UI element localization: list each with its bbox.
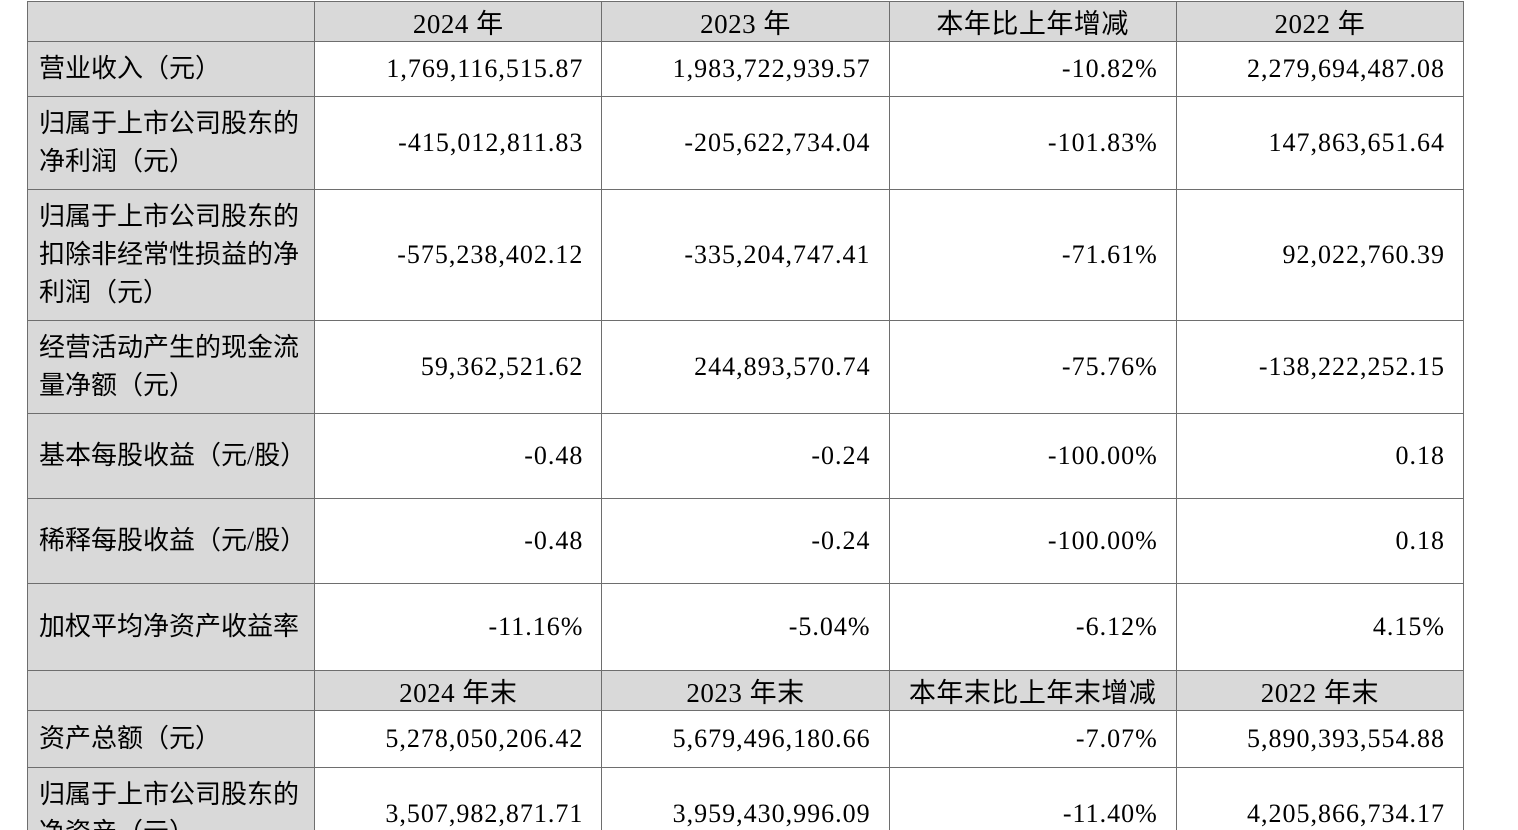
row-label-cell: 稀释每股收益（元/股）: [26, 498, 316, 584]
value-cell-2024: 1,769,116,515.87: [314, 41, 603, 97]
value-cell-2023: 3,959,430,996.09: [601, 767, 890, 830]
value-cell-2023: 244,893,570.74: [601, 320, 890, 414]
column-header-yoy-change: 本年比上年增减: [888, 1, 1177, 42]
value-cell-2022: 147,863,651.64: [1175, 96, 1465, 190]
financial-summary-table: 2024 年 2023 年 本年比上年增减 2022 年 营业收入（元） 1,7…: [26, 1, 1465, 830]
value-cell-change: -10.82%: [888, 41, 1177, 97]
table-row-diluted-eps: 稀释每股收益（元/股） -0.48 -0.24 -100.00% 0.18: [26, 498, 1465, 584]
period-end-header-blank-cell: [26, 670, 316, 711]
value-cell-2022: 4,205,866,734.17: [1175, 767, 1465, 830]
annual-header-row: 2024 年 2023 年 本年比上年增减 2022 年: [26, 1, 1465, 42]
column-header-2022-end: 2022 年末: [1175, 670, 1465, 711]
period-end-header-row: 2024 年末 2023 年末 本年末比上年末增减 2022 年末: [26, 670, 1465, 711]
value-cell-change: -75.76%: [888, 320, 1177, 414]
row-label-cell: 归属于上市公司股东的净资产（元）: [26, 767, 316, 830]
value-cell-2023: -0.24: [601, 498, 890, 584]
table-row-net-assets: 归属于上市公司股东的净资产（元） 3,507,982,871.71 3,959,…: [26, 767, 1465, 830]
table-row-net-profit: 归属于上市公司股东的净利润（元） -415,012,811.83 -205,62…: [26, 96, 1465, 190]
row-label-cell: 基本每股收益（元/股）: [26, 413, 316, 499]
row-label-cell: 资产总额（元）: [26, 710, 316, 768]
table-row-operating-cash-flow: 经营活动产生的现金流量净额（元） 59,362,521.62 244,893,5…: [26, 320, 1465, 414]
value-cell-change: -100.00%: [888, 413, 1177, 499]
value-cell-change: -11.40%: [888, 767, 1177, 830]
value-cell-2023: -205,622,734.04: [601, 96, 890, 190]
value-cell-change: -71.61%: [888, 189, 1177, 321]
column-header-2024-end: 2024 年末: [314, 670, 603, 711]
value-cell-change: -6.12%: [888, 583, 1177, 671]
value-cell-change: -101.83%: [888, 96, 1177, 190]
column-header-2023: 2023 年: [601, 1, 890, 42]
row-label-cell: 加权平均净资产收益率: [26, 583, 316, 671]
value-cell-2024: -0.48: [314, 413, 603, 499]
value-cell-2023: -5.04%: [601, 583, 890, 671]
value-cell-2022: 2,279,694,487.08: [1175, 41, 1465, 97]
value-cell-2024: -11.16%: [314, 583, 603, 671]
value-cell-2022: 4.15%: [1175, 583, 1465, 671]
value-cell-2022: 5,890,393,554.88: [1175, 710, 1465, 768]
value-cell-2023: 1,983,722,939.57: [601, 41, 890, 97]
value-cell-2024: 5,278,050,206.42: [314, 710, 603, 768]
value-cell-2024: -0.48: [314, 498, 603, 584]
value-cell-2022: 0.18: [1175, 498, 1465, 584]
row-label-cell: 归属于上市公司股东的净利润（元）: [26, 96, 316, 190]
value-cell-2023: 5,679,496,180.66: [601, 710, 890, 768]
value-cell-2024: -415,012,811.83: [314, 96, 603, 190]
column-header-end-change: 本年末比上年末增减: [888, 670, 1177, 711]
row-label-cell: 营业收入（元）: [26, 41, 316, 97]
value-cell-change: -7.07%: [888, 710, 1177, 768]
value-cell-change: -100.00%: [888, 498, 1177, 584]
value-cell-2024: -575,238,402.12: [314, 189, 603, 321]
column-header-2024: 2024 年: [314, 1, 603, 42]
row-label-cell: 经营活动产生的现金流量净额（元）: [26, 320, 316, 414]
value-cell-2023: -335,204,747.41: [601, 189, 890, 321]
column-header-2023-end: 2023 年末: [601, 670, 890, 711]
value-cell-2022: 92,022,760.39: [1175, 189, 1465, 321]
value-cell-2023: -0.24: [601, 413, 890, 499]
table-row-weighted-avg-roe: 加权平均净资产收益率 -11.16% -5.04% -6.12% 4.15%: [26, 583, 1465, 671]
row-label-cell: 归属于上市公司股东的扣除非经常性损益的净利润（元）: [26, 189, 316, 321]
value-cell-2024: 3,507,982,871.71: [314, 767, 603, 830]
annual-header-blank-cell: [26, 1, 316, 42]
table-row-basic-eps: 基本每股收益（元/股） -0.48 -0.24 -100.00% 0.18: [26, 413, 1465, 499]
table-row-net-profit-excl-nonrecurring: 归属于上市公司股东的扣除非经常性损益的净利润（元） -575,238,402.1…: [26, 189, 1465, 321]
value-cell-2022: -138,222,252.15: [1175, 320, 1465, 414]
value-cell-2024: 59,362,521.62: [314, 320, 603, 414]
table-row-total-assets: 资产总额（元） 5,278,050,206.42 5,679,496,180.6…: [26, 710, 1465, 768]
column-header-2022: 2022 年: [1175, 1, 1465, 42]
value-cell-2022: 0.18: [1175, 413, 1465, 499]
table-row-revenue: 营业收入（元） 1,769,116,515.87 1,983,722,939.5…: [26, 41, 1465, 97]
